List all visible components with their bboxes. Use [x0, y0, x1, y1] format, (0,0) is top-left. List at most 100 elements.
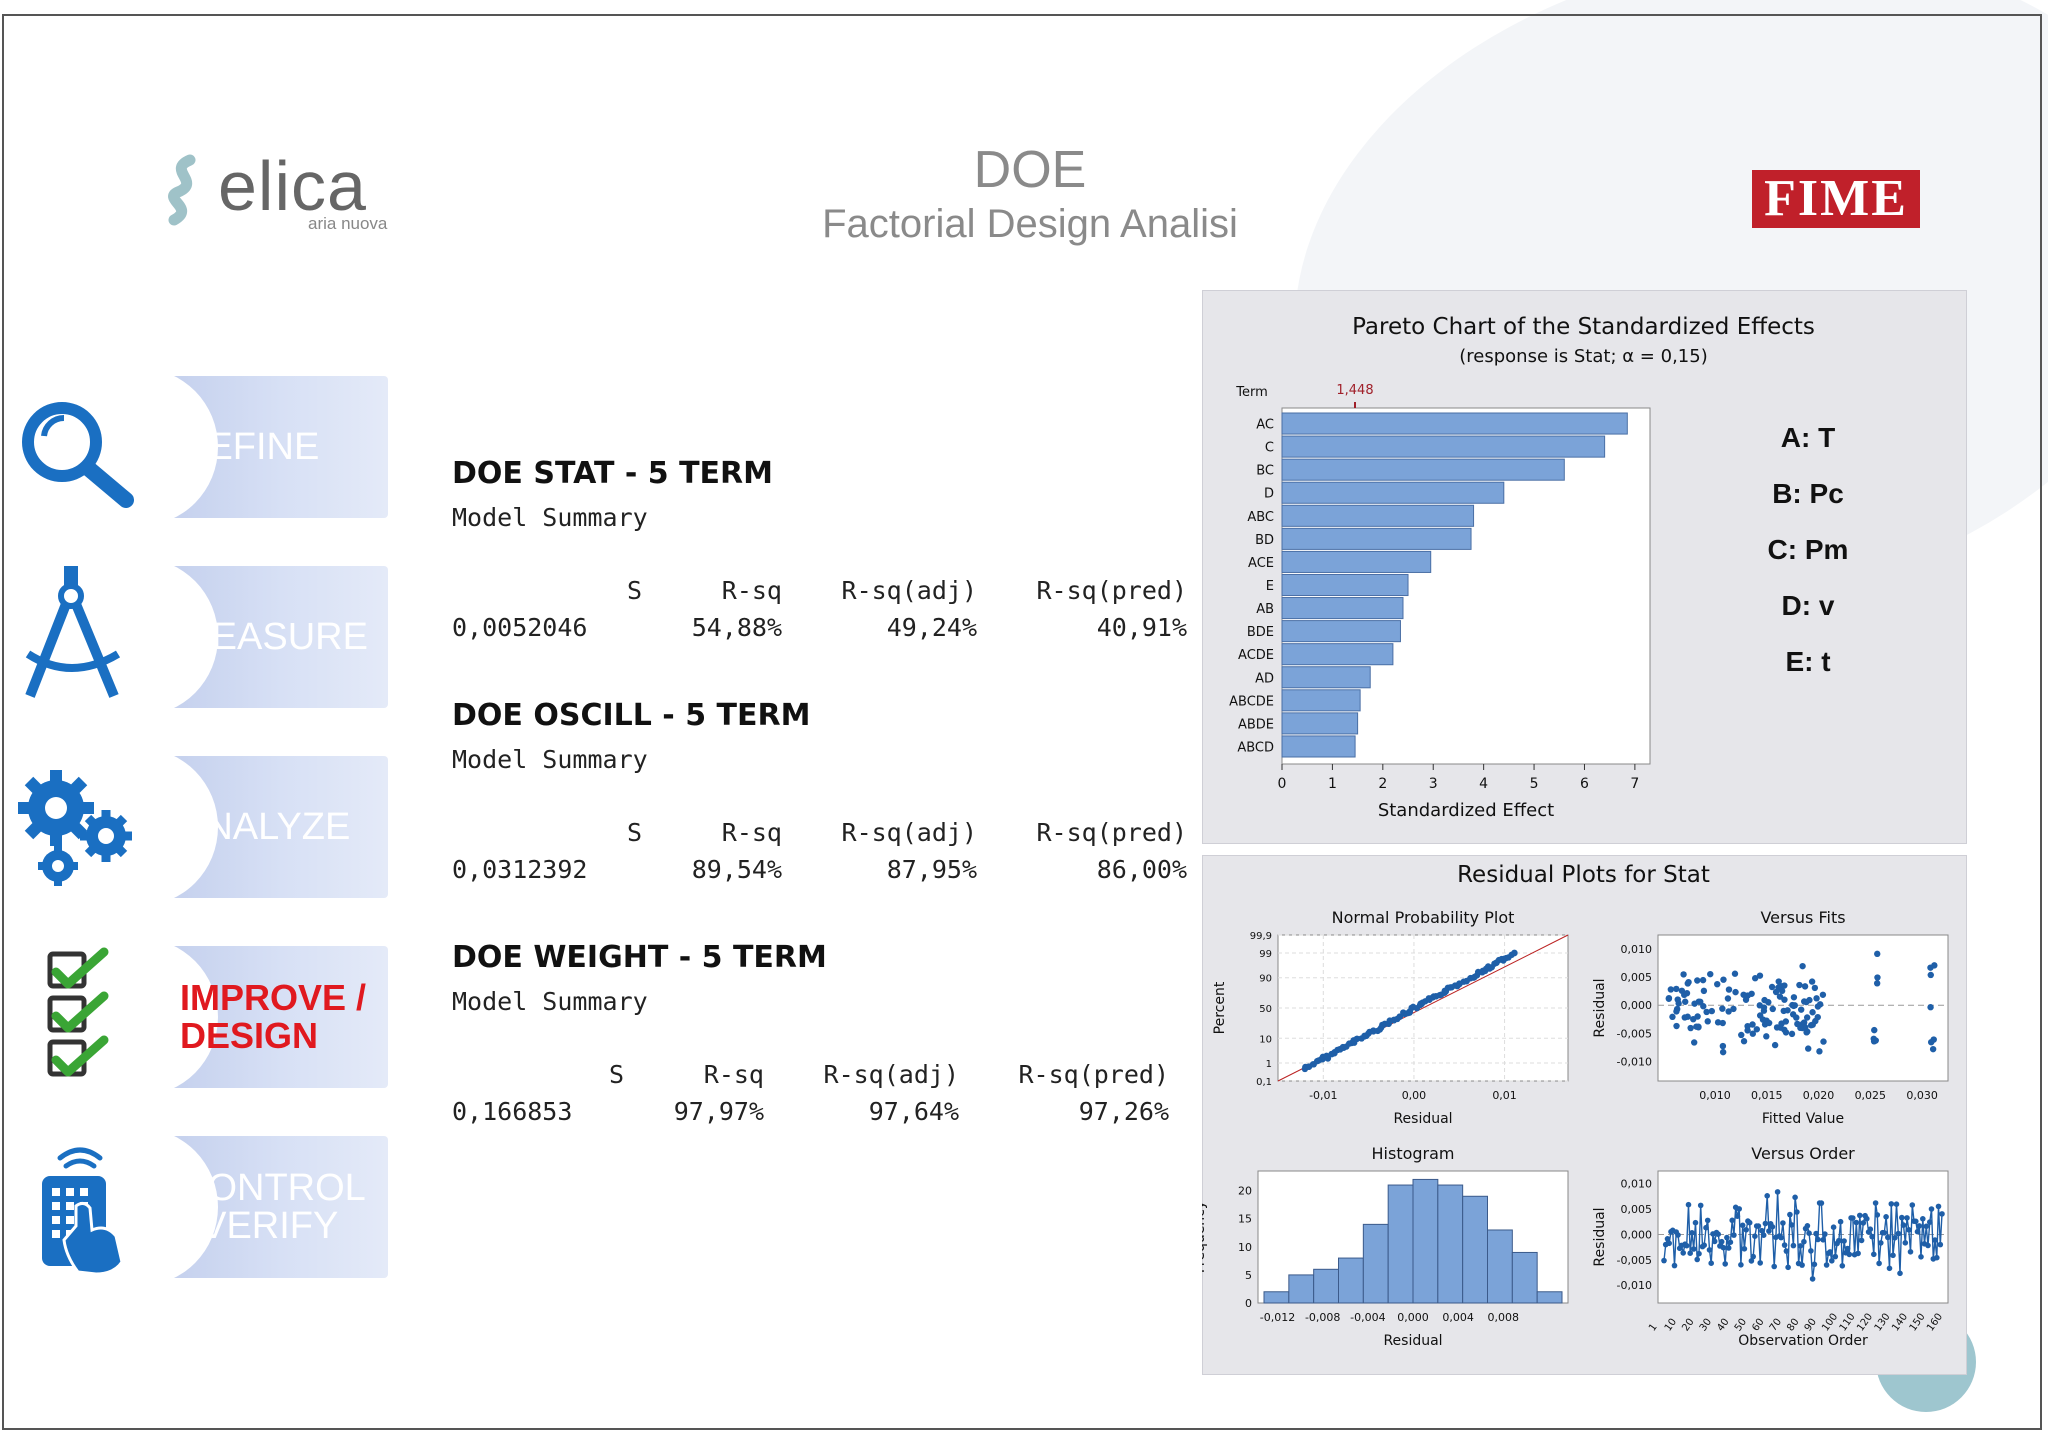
- section-subtitle: Model Summary: [452, 503, 648, 532]
- data-point: [1781, 1026, 1788, 1033]
- factor-label: B: Pc: [1772, 478, 1844, 509]
- data-point: [1708, 1260, 1714, 1266]
- col-header: S: [626, 818, 642, 847]
- data-point: [1743, 1227, 1749, 1233]
- x-axis-label: Fitted Value: [1762, 1111, 1844, 1127]
- phase-label: ANALYZE: [180, 806, 351, 848]
- data-point: [1750, 1253, 1756, 1260]
- data-point: [1760, 1232, 1767, 1238]
- data-point: [1725, 1008, 1732, 1015]
- phase-label: MEASURE: [180, 616, 368, 658]
- data-point: [1768, 983, 1776, 991]
- section-subtitle: Model Summary: [452, 987, 648, 1016]
- data-point: [1805, 1045, 1812, 1052]
- x-tick-label: 0,025: [1855, 1089, 1887, 1102]
- data-point: [1937, 1241, 1944, 1248]
- y-tick-label: 1: [1266, 1059, 1272, 1070]
- data-point: [1844, 1245, 1851, 1252]
- phase-measure: MEASURE: [62, 558, 388, 716]
- data-point: [1771, 1041, 1779, 1049]
- x-tick-label: 70: [1768, 1317, 1784, 1334]
- data-point: [1719, 1005, 1726, 1012]
- histogram-bar: [1437, 1184, 1464, 1304]
- data-point: [1929, 1045, 1937, 1053]
- table-cell: 87,95%: [886, 855, 977, 884]
- reference-line-label: 1,448: [1336, 383, 1373, 398]
- data-point: [1939, 1211, 1945, 1217]
- data-point: [1783, 1248, 1790, 1254]
- x-tick-label: 50: [1733, 1317, 1749, 1334]
- col-header: R-sq: [703, 1060, 764, 1089]
- x-axis-label: Residual: [1393, 1111, 1452, 1127]
- y-tick-label: 0,010: [1621, 943, 1653, 956]
- data-point: [1778, 1234, 1784, 1241]
- data-point: [1691, 1000, 1698, 1007]
- data-point: [1775, 978, 1782, 985]
- x-axis-label: Standardized Effect: [1378, 800, 1554, 821]
- data-point: [1740, 1038, 1748, 1045]
- table-cell: 0,166853: [452, 1097, 573, 1126]
- data-point: [1749, 1030, 1757, 1037]
- data-point: [1749, 1021, 1756, 1028]
- data-point: [1762, 1220, 1769, 1227]
- data-point: [1722, 1261, 1728, 1267]
- data-point: [1773, 1024, 1781, 1031]
- data-point: [1720, 1244, 1727, 1251]
- data-point: [1690, 1039, 1698, 1046]
- x-tick-label: -0,008: [1305, 1311, 1340, 1324]
- y-tick-label: 0: [1245, 1297, 1252, 1310]
- x-tick-label: 0,00: [1402, 1089, 1427, 1102]
- y-tick-label: -0,005: [1617, 1027, 1652, 1040]
- y-tick-label: 0,005: [1621, 1203, 1653, 1216]
- data-point: [1694, 1256, 1700, 1263]
- data-point: [1803, 1014, 1811, 1021]
- data-point: [1904, 1215, 1910, 1221]
- data-point: [1701, 1242, 1707, 1248]
- data-point: [1841, 1238, 1847, 1244]
- data-point: [1752, 1233, 1758, 1239]
- x-tick-label: 130: [1873, 1312, 1893, 1334]
- data-point: [1665, 995, 1673, 1002]
- x-tick-label: 4: [1479, 776, 1488, 792]
- x-tick-label: 90: [1803, 1317, 1819, 1334]
- table-cell: 89,54%: [691, 855, 782, 884]
- y-tick-label: -0,010: [1617, 1055, 1652, 1068]
- data-point: [1744, 1027, 1751, 1034]
- data-point: [1893, 1201, 1900, 1207]
- x-tick-label: 110: [1838, 1312, 1858, 1334]
- data-point: [1738, 1031, 1745, 1039]
- data-point: [1697, 998, 1704, 1005]
- term-label: D: [1264, 487, 1274, 502]
- data-point: [1680, 1250, 1686, 1256]
- data-point: [1853, 1219, 1860, 1226]
- x-tick-label: -0,012: [1260, 1311, 1295, 1324]
- data-point: [1683, 1242, 1690, 1249]
- data-point: [1719, 1019, 1726, 1027]
- x-tick-label: 0,010: [1699, 1089, 1731, 1102]
- x-tick-label: 140: [1890, 1312, 1910, 1334]
- data-point: [1692, 1219, 1699, 1226]
- data-point: [1803, 998, 1810, 1006]
- phase-control-verify: CONTROL / VERIFY: [62, 1128, 388, 1286]
- data-point: [1725, 986, 1733, 993]
- data-point: [1763, 1033, 1770, 1040]
- data-point: [1774, 1189, 1781, 1195]
- data-point: [1895, 1230, 1902, 1237]
- data-point: [1892, 1235, 1898, 1241]
- data-point: [1811, 984, 1819, 992]
- phase-notch: [62, 368, 218, 526]
- data-point: [1727, 1239, 1734, 1245]
- x-tick-label: 20: [1680, 1317, 1696, 1334]
- pareto-bar: [1281, 735, 1356, 758]
- data-point: [1923, 1223, 1930, 1230]
- data-point: [1900, 1222, 1907, 1228]
- table-cell: 54,88%: [691, 613, 782, 642]
- x-tick-label: -0,004: [1350, 1311, 1385, 1324]
- slide-frame: [2, 14, 2042, 1430]
- x-tick-label: 1: [1647, 1322, 1660, 1334]
- data-point: [1703, 1224, 1709, 1231]
- factor-label: E: t: [1785, 646, 1831, 677]
- data-point: [1673, 985, 1680, 993]
- data-point: [1741, 1246, 1748, 1252]
- x-tick-label: 0,000: [1397, 1311, 1429, 1324]
